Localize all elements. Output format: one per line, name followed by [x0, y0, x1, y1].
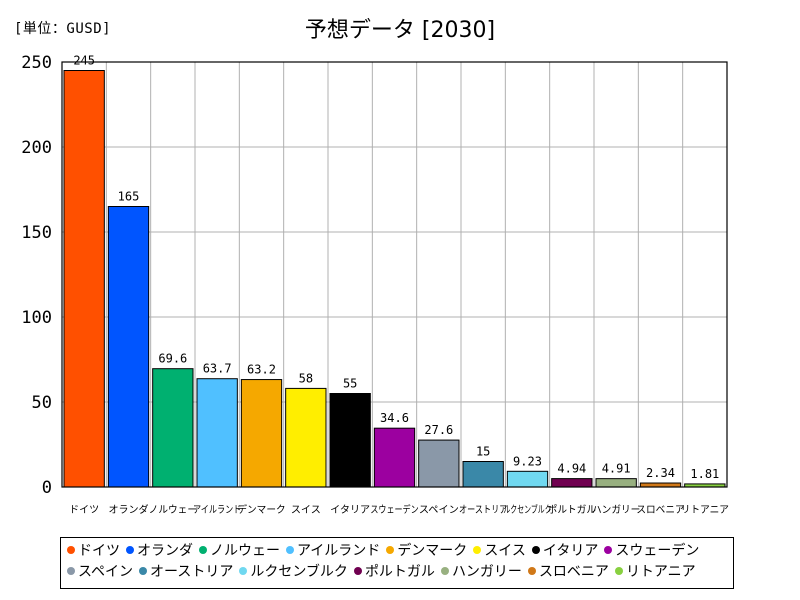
bar [196, 378, 238, 488]
bar-value-label: 4.91 [602, 462, 631, 476]
bar [107, 206, 150, 488]
unit-label: [単位：GUSD] [14, 21, 112, 37]
legend-marker [604, 546, 613, 554]
bar [418, 439, 460, 488]
bar [462, 461, 504, 488]
x-tick-label: オーストリア [459, 504, 507, 516]
legend-label: リトアニア [625, 564, 696, 580]
legend-label: ノルウェー [210, 543, 280, 559]
x-tick-label: ドイツ [69, 505, 99, 516]
legend-label: ハンガリー [451, 564, 522, 580]
bar-value-label: 63.2 [247, 363, 276, 377]
legend-label: スロベニア [538, 564, 609, 580]
legend-marker [614, 567, 623, 575]
bar-value-label: 4.94 [557, 462, 586, 476]
bar [595, 478, 637, 488]
legend-item: スイス [473, 541, 526, 562]
bar-value-label: 27.6 [424, 423, 453, 437]
bar [285, 387, 327, 488]
legend-marker [67, 546, 75, 554]
legend-marker [386, 546, 395, 554]
legend-item: ハンガリー [440, 562, 522, 583]
bar-value-label: 1.81 [690, 467, 719, 481]
bar-value-label: 9.23 [513, 454, 542, 468]
bar-value-label: 34.6 [380, 411, 409, 425]
legend-item: アイルランド [286, 541, 380, 562]
x-tick-label: スウェーデン [370, 503, 418, 516]
y-tick-label: 50 [32, 393, 52, 413]
legend-item: オーストリア [139, 562, 233, 583]
x-tick-label: リトアニア [681, 505, 729, 516]
legend-label: ルクセンブルク [250, 564, 348, 580]
legend-label: アイルランド [297, 543, 381, 559]
legend-item: リトアニア [614, 562, 696, 583]
bar-value-label: 245 [73, 54, 95, 68]
legend-marker [67, 567, 75, 575]
legend-marker [527, 567, 536, 575]
x-tick-label: スイス [291, 505, 321, 516]
legend-label: スペイン [78, 564, 134, 580]
chart-legend: ドイツ オランダ ノルウェー アイルランド デンマーク スイス イタリア スウェーデンスペイン… [60, 537, 734, 589]
legend-label: スウェーデン [615, 543, 700, 559]
legend-item: ポルトガル [353, 562, 435, 583]
y-tick-label: 200 [21, 138, 52, 158]
legend-marker [286, 546, 294, 554]
x-tick-label: スペイン [419, 505, 459, 516]
bar [506, 470, 549, 488]
legend-item: デンマーク [386, 541, 467, 562]
plot-frame [61, 61, 728, 488]
legend-marker [126, 546, 134, 554]
legend-label: オーストリア [150, 564, 234, 580]
bar [240, 379, 283, 488]
x-tick-label: ポルトガル [548, 504, 596, 516]
bar-value-label: 165 [118, 190, 140, 204]
chart-title: 予想データ [2030] [304, 18, 496, 43]
bar-value-label: 58 [299, 371, 313, 385]
legend-marker [440, 567, 449, 575]
legend-item: イタリア [531, 541, 599, 562]
bar-value-label: 63.7 [203, 362, 232, 376]
bar-value-label: 2.34 [646, 466, 675, 480]
legend-label: イタリア [542, 543, 599, 559]
bar-value-label: 55 [343, 377, 357, 391]
x-tick-label: デンマーク [237, 503, 285, 516]
legend-marker [353, 567, 362, 575]
bar [63, 70, 105, 488]
bar [152, 368, 194, 488]
x-tick-label: ノルウェー [149, 504, 197, 516]
legend-item: スロベニア [527, 562, 609, 583]
legend-label: ドイツ [78, 543, 120, 559]
legend-label: ポルトガル [364, 564, 435, 580]
legend-label: スイス [484, 543, 526, 559]
legend-item: ドイツ [67, 541, 120, 562]
legend-marker [473, 546, 482, 554]
legend-marker [531, 546, 540, 554]
x-tick-label: ハンガリー [592, 504, 640, 516]
legend-label: デンマーク [397, 543, 468, 559]
y-tick-label: 250 [21, 53, 52, 73]
bar [329, 393, 371, 488]
y-tick-label: 100 [21, 308, 52, 328]
x-tick-label: ルクセンブルク [503, 503, 551, 516]
legend-item: スペイン [67, 562, 133, 583]
legend-item: スウェーデン [604, 541, 699, 562]
legend-item: ノルウェー [199, 541, 280, 562]
bar-value-label: 15 [476, 445, 490, 459]
bar-chart: 0 50 100 150 200 250 245 ドイツ 165 オランダ 69.6 ノルウェー 63.… [21, 53, 729, 516]
bar [551, 478, 593, 488]
legend-marker [239, 567, 248, 575]
legend-label: オランダ [137, 543, 193, 559]
y-tick-label: 0 [42, 478, 52, 498]
legend-item: ルクセンブルク [239, 562, 348, 583]
y-tick-label: 150 [21, 223, 52, 243]
x-tick-label: スロベニア [636, 504, 684, 516]
legend-marker [199, 546, 207, 554]
legend-item: オランダ [126, 541, 193, 562]
bar-value-label: 69.6 [158, 352, 187, 366]
x-tick-label: オランダ [109, 503, 149, 516]
x-tick-label: アイルランド [193, 504, 241, 516]
legend-marker [139, 567, 148, 575]
bar [373, 427, 416, 488]
x-tick-label: イタリア [330, 504, 370, 516]
